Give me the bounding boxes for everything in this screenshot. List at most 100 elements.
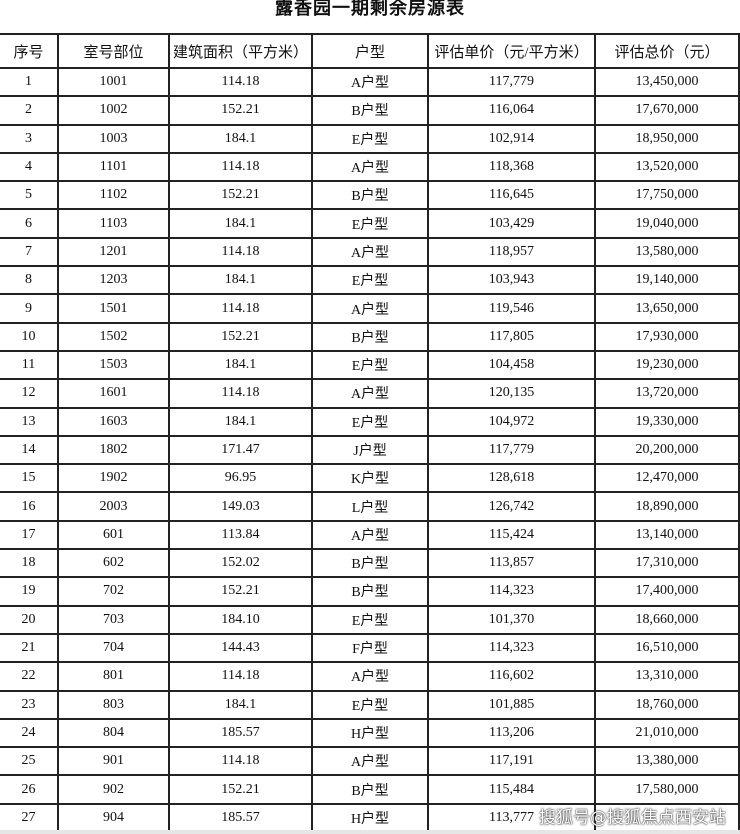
table-cell: 152.21 [168, 95, 313, 126]
table-cell: A户型 [311, 746, 429, 777]
table-cell: 23 [0, 689, 59, 720]
table-cell: 1001 [57, 66, 170, 98]
table-cell: 1502 [57, 321, 170, 352]
table-cell: 18 [0, 548, 59, 579]
table-cell: 114.18 [168, 66, 313, 98]
table-cell: 9 [0, 293, 59, 324]
table-cell: 18,950,000 [594, 123, 740, 154]
table-cell: 101,370 [427, 604, 596, 635]
table-row: 9 1501 114.18 A户型 119,546 13,650,000 [0, 293, 740, 324]
table-cell: 13,140,000 [594, 519, 740, 551]
table-row: 8 1203 184.1 E户型 103,943 19,140,000 [0, 265, 740, 296]
table-cell: 126,742 [427, 491, 596, 522]
table-cell: 1 [0, 66, 59, 98]
watermark: 搜狐号@搜狐焦点西安站 [539, 808, 726, 828]
table-cell: 144.43 [168, 632, 313, 664]
table-cell: 184.1 [168, 208, 313, 239]
table-cell: 1501 [57, 293, 170, 324]
table-cell: 1601 [57, 378, 170, 409]
table-cell: 1002 [57, 95, 170, 126]
table-cell: 114.18 [168, 746, 313, 777]
column-header: 序号 [0, 33, 59, 69]
table-cell: 171.47 [168, 434, 313, 466]
table-cell: 13,450,000 [594, 66, 740, 98]
table-cell: 13,380,000 [594, 746, 740, 777]
table-cell: 96.95 [168, 463, 313, 494]
table-cell: 116,645 [427, 180, 596, 211]
table-cell: 21 [0, 632, 59, 664]
table-row: 11 1503 184.1 E户型 104,458 19,230,000 [0, 349, 740, 381]
table-row: 10 1502 152.21 B户型 117,805 17,930,000 [0, 321, 740, 352]
table-cell: 104,972 [427, 406, 596, 437]
table-cell: 1203 [57, 265, 170, 296]
table-cell: 115,424 [427, 519, 596, 551]
table-cell: 114.18 [168, 151, 313, 183]
table-cell: 10 [0, 321, 59, 352]
table-cell: 13,650,000 [594, 293, 740, 324]
column-header: 评估单价（元/平方米） [427, 33, 596, 69]
table-cell: 118,368 [427, 151, 596, 183]
table-cell: 116,602 [427, 661, 596, 692]
table-cell: 15 [0, 463, 59, 494]
table-cell: 904 [57, 802, 170, 834]
table-cell: A户型 [311, 293, 429, 324]
table-cell: 5 [0, 180, 59, 211]
table-cell: 12,470,000 [594, 463, 740, 494]
table-cell: 185.57 [168, 802, 313, 834]
table-cell: B户型 [311, 548, 429, 579]
table-cell: F户型 [311, 632, 429, 664]
header-row: 序号 室号部位 建筑面积（平方米） 户型 评估单价（元/平方米） 评估总价（元） [0, 33, 740, 69]
table-cell: 19,040,000 [594, 208, 740, 239]
table-row: 27 904 185.57 H户型 113,777 [0, 802, 740, 834]
housing-table: 序号 室号部位 建筑面积（平方米） 户型 评估单价（元/平方米） 评估总价（元） 1 100… [0, 33, 740, 834]
table-cell: 17,930,000 [594, 321, 740, 352]
table-title: 露香园一期剩余房源表 [275, 0, 465, 18]
table-cell: 19,140,000 [594, 265, 740, 296]
table-cell: 119,546 [427, 293, 596, 324]
table-row: 23 803 184.1 E户型 101,885 18,760,000 [0, 689, 740, 720]
table-cell: 902 [57, 774, 170, 805]
table-cell: 27 [0, 802, 59, 834]
table-cell: 117,191 [427, 746, 596, 777]
column-header: 建筑面积（平方米） [168, 33, 313, 69]
table-cell: 19,230,000 [594, 349, 740, 381]
table-cell: 1003 [57, 123, 170, 154]
table-cell: 1102 [57, 180, 170, 211]
table-cell: A户型 [311, 661, 429, 692]
table-cell: 7 [0, 236, 59, 268]
table-cell: 601 [57, 519, 170, 551]
table-cell: 19,330,000 [594, 406, 740, 437]
table-cell: 116,064 [427, 95, 596, 126]
table-cell: A户型 [311, 66, 429, 98]
table-cell: 117,805 [427, 321, 596, 352]
table-row: 17 601 113.84 A户型 115,424 13,140,000 [0, 519, 740, 551]
table-cell: 12 [0, 378, 59, 409]
table-cell: B户型 [311, 321, 429, 352]
table-cell: A户型 [311, 151, 429, 183]
table-cell: B户型 [311, 180, 429, 211]
table-cell: 114,323 [427, 576, 596, 607]
table-cell: 702 [57, 576, 170, 607]
table-cell: 114.18 [168, 661, 313, 692]
table-cell: 704 [57, 632, 170, 664]
table-cell: 184.10 [168, 604, 313, 635]
table-row: 25 901 114.18 A户型 117,191 13,380,000 [0, 746, 740, 777]
column-header: 室号部位 [57, 33, 170, 69]
table-cell: 2 [0, 95, 59, 126]
table-cell: 17 [0, 519, 59, 551]
table-cell: 184.1 [168, 123, 313, 154]
table-cell: 115,484 [427, 774, 596, 805]
table-cell: 20,200,000 [594, 434, 740, 466]
table-cell: 13,580,000 [594, 236, 740, 268]
table-cell: 149.03 [168, 491, 313, 522]
table-cell: 1802 [57, 434, 170, 466]
table-cell: 18,890,000 [594, 491, 740, 522]
table-cell: 1103 [57, 208, 170, 239]
table-cell: 13 [0, 406, 59, 437]
table-cell: H户型 [311, 802, 429, 834]
table-row: 26 902 152.21 B户型 115,484 17,580,000 [0, 774, 740, 805]
table-cell: 117,779 [427, 434, 596, 466]
table-cell: 17,670,000 [594, 95, 740, 126]
table-row: 24 804 185.57 H户型 113,206 21,010,000 [0, 717, 740, 749]
table-cell: 152.02 [168, 548, 313, 579]
